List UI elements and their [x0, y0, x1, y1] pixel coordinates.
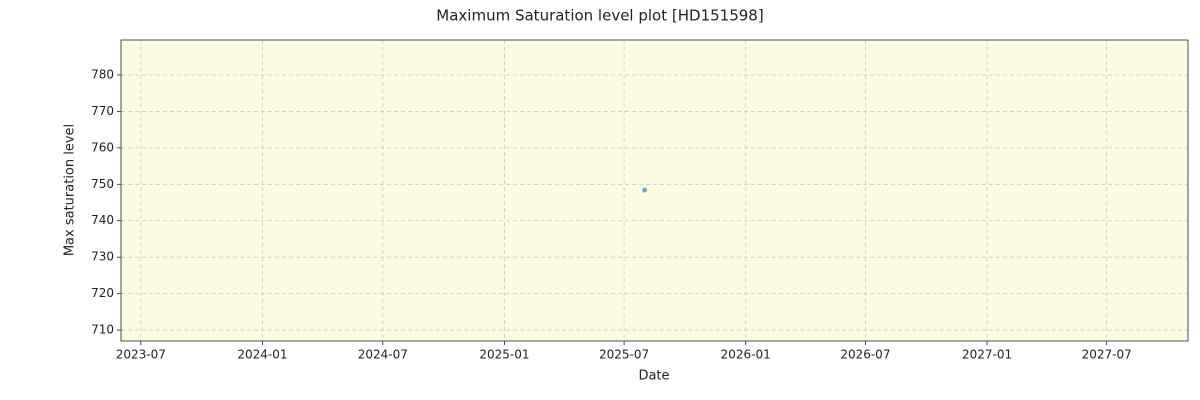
y-tick-label: 770 [91, 104, 114, 118]
x-tick-label: 2024-01 [237, 348, 287, 362]
x-tick-label: 2027-07 [1082, 348, 1132, 362]
y-tick-label: 720 [91, 286, 114, 300]
x-axis-label: Date [638, 369, 669, 384]
y-tick-label: 780 [91, 67, 114, 81]
y-axis-label: Max saturation level [63, 124, 78, 256]
y-tick-label: 740 [91, 213, 114, 227]
x-tick-label: 2025-07 [599, 348, 649, 362]
chart-title: Maximum Saturation level plot [HD151598] [436, 7, 763, 25]
x-tick-label: 2026-01 [721, 348, 771, 362]
plot-background [121, 40, 1188, 341]
x-tick-label: 2023-07 [116, 348, 166, 362]
y-tick-label: 730 [91, 250, 114, 264]
plot-frame [120, 39, 1189, 342]
y-tick-label: 710 [91, 323, 114, 337]
x-tick-label: 2025-01 [479, 348, 529, 362]
y-tick-label: 760 [91, 140, 114, 154]
x-tick-label: 2026-07 [840, 348, 890, 362]
y-tick-label: 750 [91, 177, 114, 191]
x-tick-label: 2027-01 [962, 348, 1012, 362]
x-tick-label: 2024-07 [358, 348, 408, 362]
data-point [642, 187, 648, 193]
